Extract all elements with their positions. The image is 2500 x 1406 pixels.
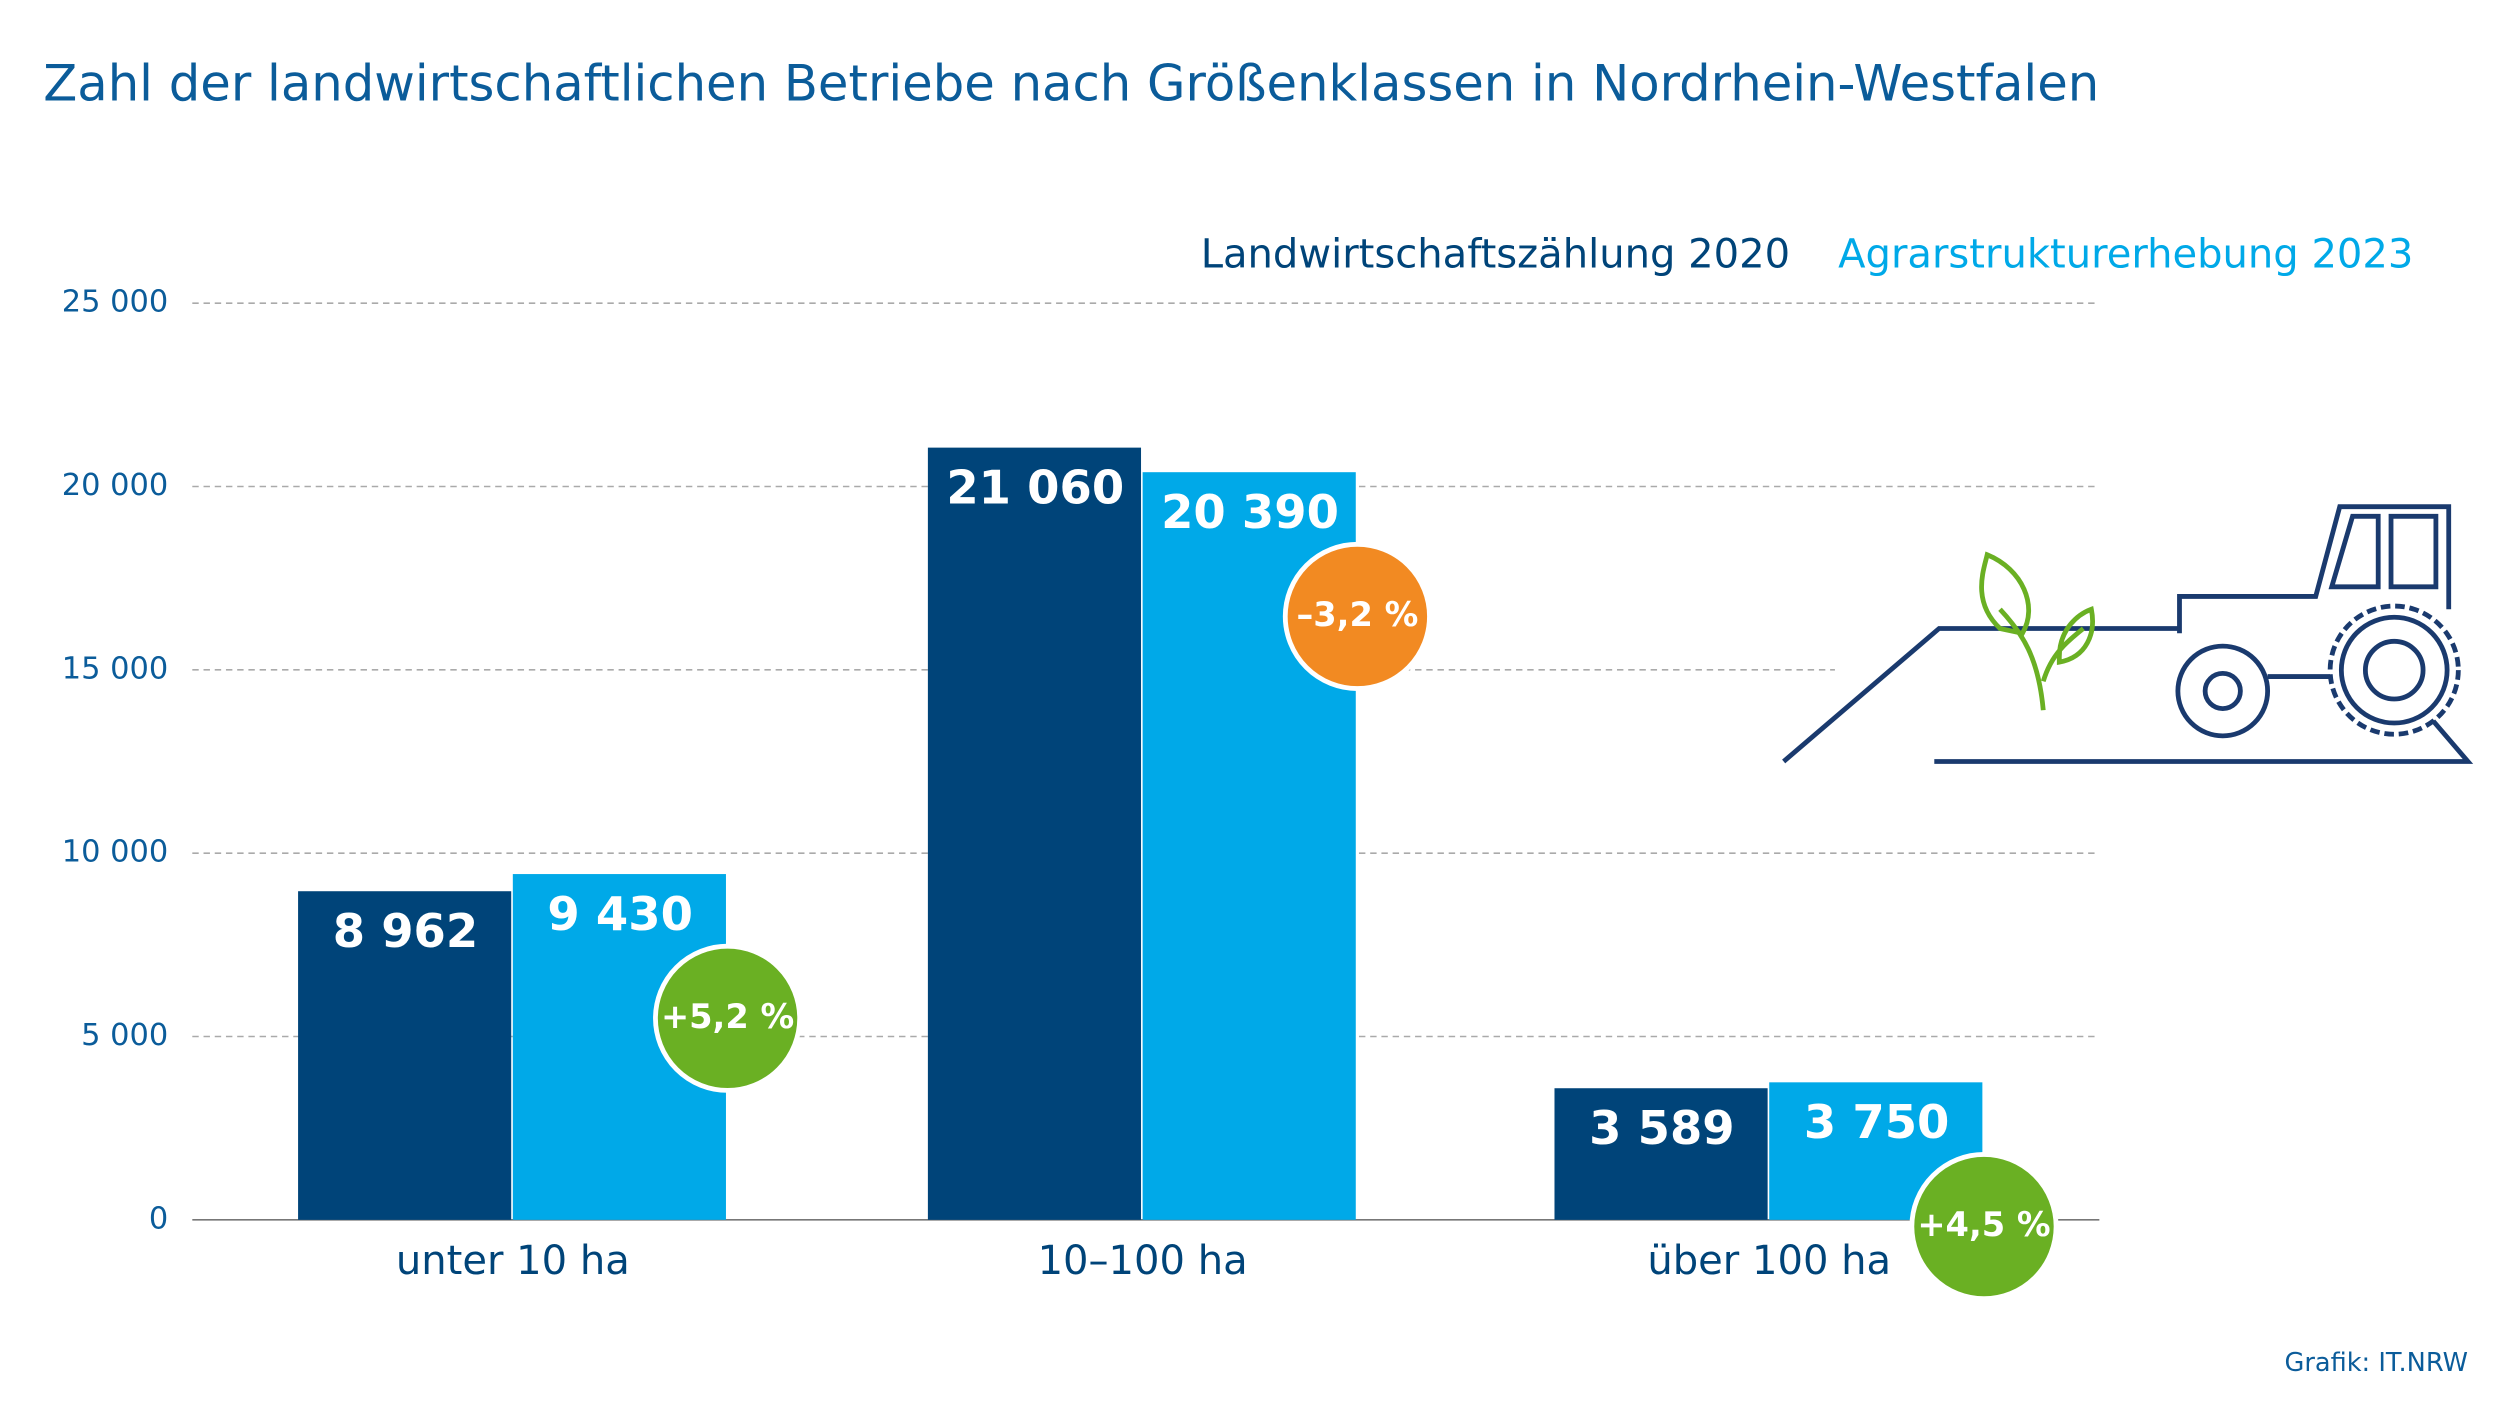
y-tick-label: 20 000: [62, 468, 169, 503]
x-tick-label: 10–100 ha: [1038, 1238, 1248, 1284]
bar: [298, 891, 512, 1220]
tractor-illustration: [1782, 504, 2474, 764]
y-tick-label: 5 000: [81, 1018, 168, 1053]
bar: [927, 447, 1142, 1220]
change-label: +5,2 %: [661, 997, 794, 1036]
x-tick-label: über 100 ha: [1647, 1238, 1891, 1284]
value-label: 8 962: [333, 904, 479, 958]
legend-entry: Landwirtschaftszählung 2020: [1201, 232, 1790, 278]
change-badge: [653, 943, 803, 1093]
change-label: +4,5 %: [1917, 1205, 2050, 1244]
y-tick-label: 15 000: [62, 651, 169, 686]
value-label: 9 430: [547, 887, 693, 941]
change-badge: [1282, 541, 1432, 691]
x-tick-label: unter 10 ha: [396, 1238, 630, 1284]
y-tick-label: 0: [149, 1201, 168, 1236]
bar: [1554, 1088, 1768, 1220]
value-label: 3 589: [1589, 1101, 1735, 1155]
value-label: 21 060: [946, 460, 1124, 514]
chart-title: Zahl der landwirtschaftlichen Betriebe n…: [43, 54, 2099, 112]
y-tick-label: 10 000: [62, 835, 169, 870]
change-label: –3,2 %: [1296, 595, 1418, 634]
source: Grafik: IT.NRW: [2284, 1348, 2467, 1378]
change-badge: [1909, 1152, 2059, 1302]
y-tick-label: 25 000: [62, 285, 169, 320]
value-label: 3 750: [1804, 1095, 1950, 1149]
value-label: 20 390: [1161, 485, 1339, 539]
legend-entry: Agrarstrukturerhebung 2023: [1838, 232, 2413, 278]
plot-area: 0 5 000 10 000 15 000 20 000 25 000 unter 10 h…: [62, 285, 2100, 1302]
